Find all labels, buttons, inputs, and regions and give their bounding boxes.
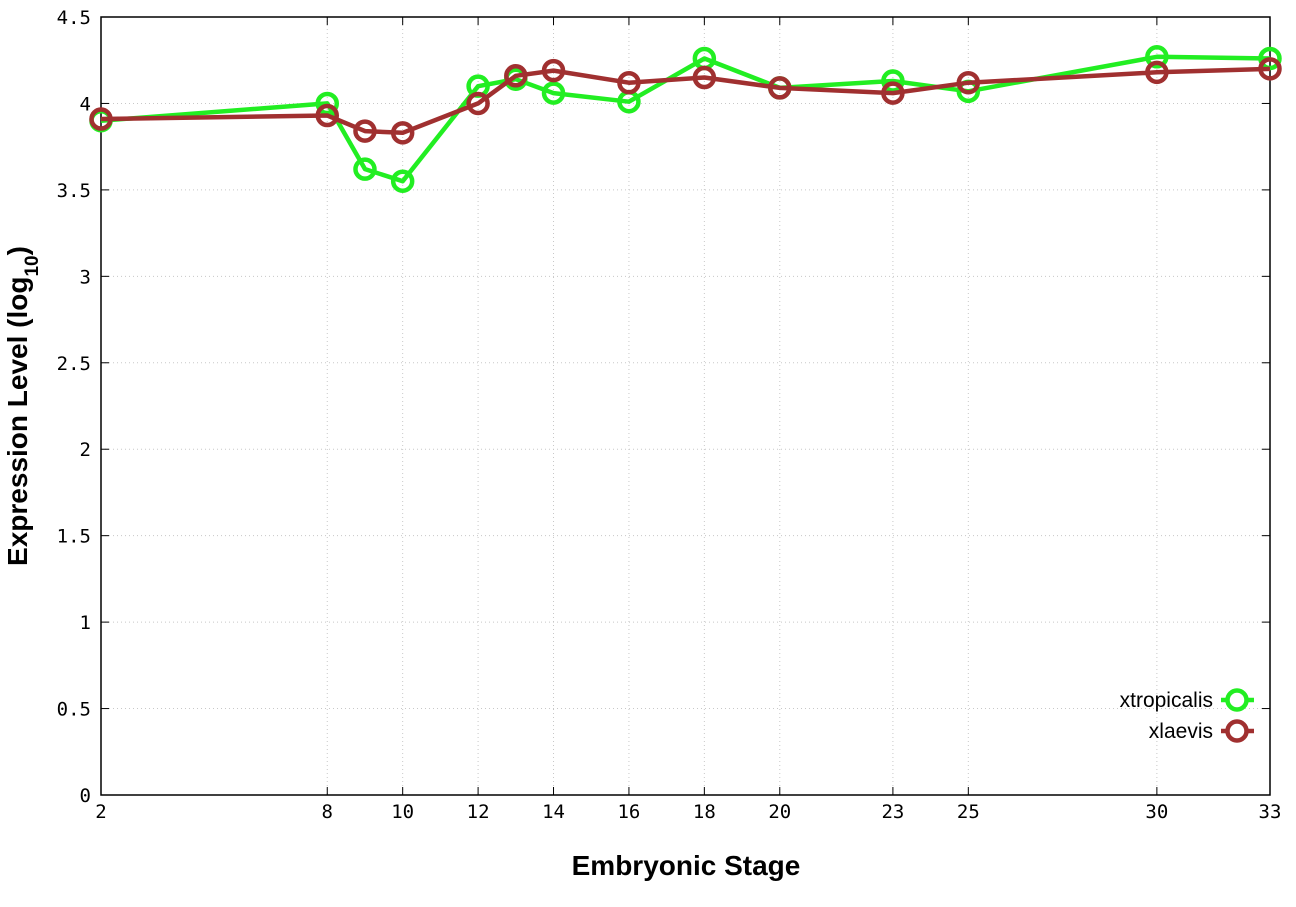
legend-label-xtropicalis: xtropicalis (1120, 689, 1213, 712)
series-group (89, 45, 1282, 193)
y-tick-label: 0 (80, 785, 91, 807)
data-point-xtropicalis (390, 169, 415, 193)
y-tick-label: 2.5 (57, 353, 91, 375)
legend-label-xlaevis: xlaevis (1149, 720, 1213, 743)
data-point-xtropicalis (881, 69, 905, 93)
y-tick-label: 4.5 (57, 7, 91, 29)
y-axis-title-subscript: 10 (22, 255, 43, 276)
data-point-xlaevis (466, 91, 490, 116)
x-tick-label: 33 (1259, 801, 1282, 823)
x-tick-label: 25 (957, 801, 980, 823)
legend-marker-xlaevis (1225, 719, 1249, 743)
y-tick-label: 1 (80, 612, 91, 634)
y-axis-title: Expression Level (log10) (2, 246, 43, 566)
plot-area-frame (100, 16, 1271, 796)
data-point-xlaevis (504, 64, 528, 88)
y-axis-title-close: ) (2, 246, 33, 255)
legend-marker-xtropicalis (1225, 688, 1249, 712)
legend: xtropicalis xlaevis (1120, 688, 1254, 743)
data-point-xlaevis (1145, 60, 1169, 85)
data-point-xlaevis (768, 76, 792, 100)
data-point-xlaevis (390, 121, 415, 145)
y-tick-label: 3 (80, 266, 91, 288)
y-tick-label: 1.5 (57, 526, 91, 548)
data-point-xlaevis (692, 65, 717, 90)
axis-ticks: 0 0.5 1 1.5 2 2.5 3 3.5 4 4.5 2 8 10 12 14 16 18 20 23 25 30… (57, 7, 1282, 823)
data-point-xtropicalis (1145, 45, 1169, 69)
y-tick-label: 2 (80, 439, 91, 461)
grid (101, 17, 1270, 795)
data-point-xlaevis (541, 58, 566, 83)
x-tick-label: 23 (881, 801, 904, 823)
data-point-xtropicalis (541, 81, 566, 105)
x-tick-label: 10 (391, 801, 414, 823)
x-tick-label: 12 (467, 801, 490, 823)
y-axis-title-main: Expression Level (log (2, 277, 33, 566)
x-tick-label: 2 (95, 801, 106, 823)
data-point-xlaevis (353, 119, 377, 143)
x-tick-label: 8 (322, 801, 333, 823)
data-point-xlaevis (617, 70, 641, 95)
series-xlaevis (89, 57, 1282, 145)
x-tick-label: 20 (768, 801, 791, 823)
data-point-xlaevis (89, 107, 113, 131)
x-tick-label: 18 (693, 801, 716, 823)
y-tick-label: 4 (80, 93, 91, 115)
data-point-xtropicalis (1258, 46, 1282, 71)
data-point-xtropicalis (315, 91, 340, 116)
series-line-xtropicalis (100, 54, 1271, 184)
data-point-xlaevis (1258, 57, 1282, 81)
y-tick-label: 0.5 (57, 699, 91, 721)
y-tick-label: 3.5 (57, 180, 91, 202)
data-point-xlaevis (881, 81, 905, 105)
x-tick-label: 16 (617, 801, 640, 823)
x-axis-title: Embryonic Stage (572, 850, 801, 881)
x-tick-label: 30 (1145, 801, 1168, 823)
series-line-xlaevis (100, 66, 1271, 136)
data-point-xlaevis (315, 103, 340, 128)
series-xtropicalis (89, 45, 1282, 193)
data-point-xtropicalis (353, 157, 377, 181)
data-point-xlaevis (956, 70, 981, 95)
x-tick-label: 14 (542, 801, 565, 823)
